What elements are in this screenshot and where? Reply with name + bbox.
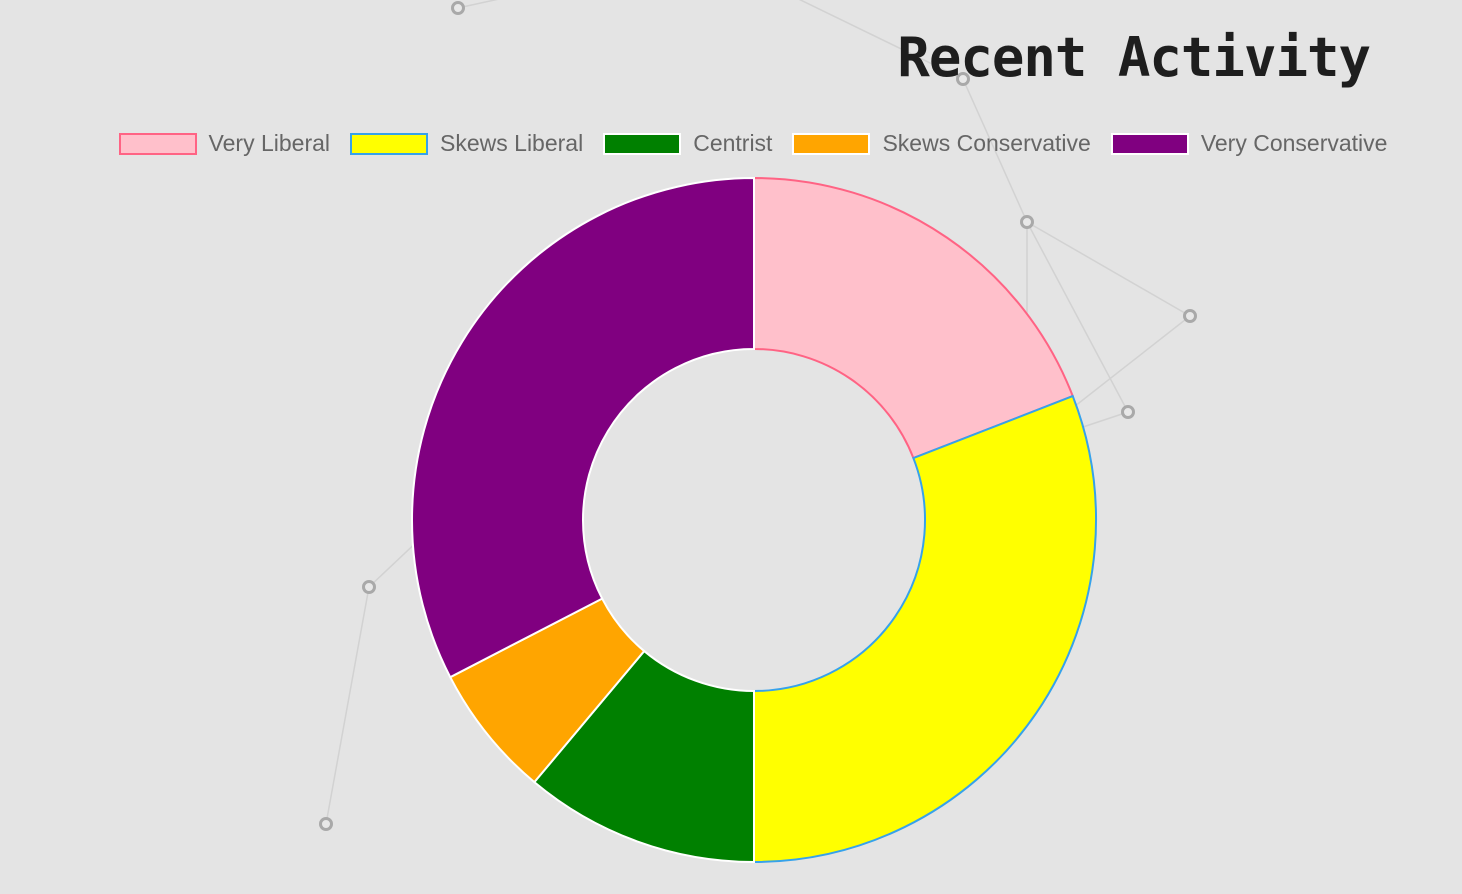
legend-label: Very Liberal: [208, 130, 331, 156]
legend-item-centrist[interactable]: Centrist: [603, 130, 772, 157]
legend-label: Very Conservative: [1200, 130, 1388, 156]
legend-label: Skews Liberal: [440, 130, 584, 156]
slice-very-conservative[interactable]: [411, 176, 755, 679]
legend-swatch: [350, 132, 429, 155]
legend-swatch: [118, 132, 197, 155]
legend-swatch: [1110, 132, 1189, 155]
legend-item-very-liberal[interactable]: Very Liberal: [118, 130, 331, 157]
slice-skews-liberal[interactable]: [753, 394, 1097, 864]
legend-item-skews-liberal[interactable]: Skews Liberal: [350, 130, 583, 157]
slice-very-liberal[interactable]: [753, 176, 1075, 460]
page-title: Recent Activity: [897, 26, 1371, 89]
legend-label: Centrist: [693, 130, 773, 156]
slice-centrist[interactable]: [532, 649, 755, 864]
legend-swatch: [603, 132, 682, 155]
legend-item-very-conservative[interactable]: Very Conservative: [1110, 130, 1388, 157]
legend-item-skews-conservative[interactable]: Skews Conservative: [792, 130, 1091, 157]
chart-legend: Very Liberal Skews Liberal Centrist Skew…: [0, 130, 1462, 157]
legend-swatch: [792, 132, 871, 155]
legend-label: Skews Conservative: [882, 130, 1091, 156]
